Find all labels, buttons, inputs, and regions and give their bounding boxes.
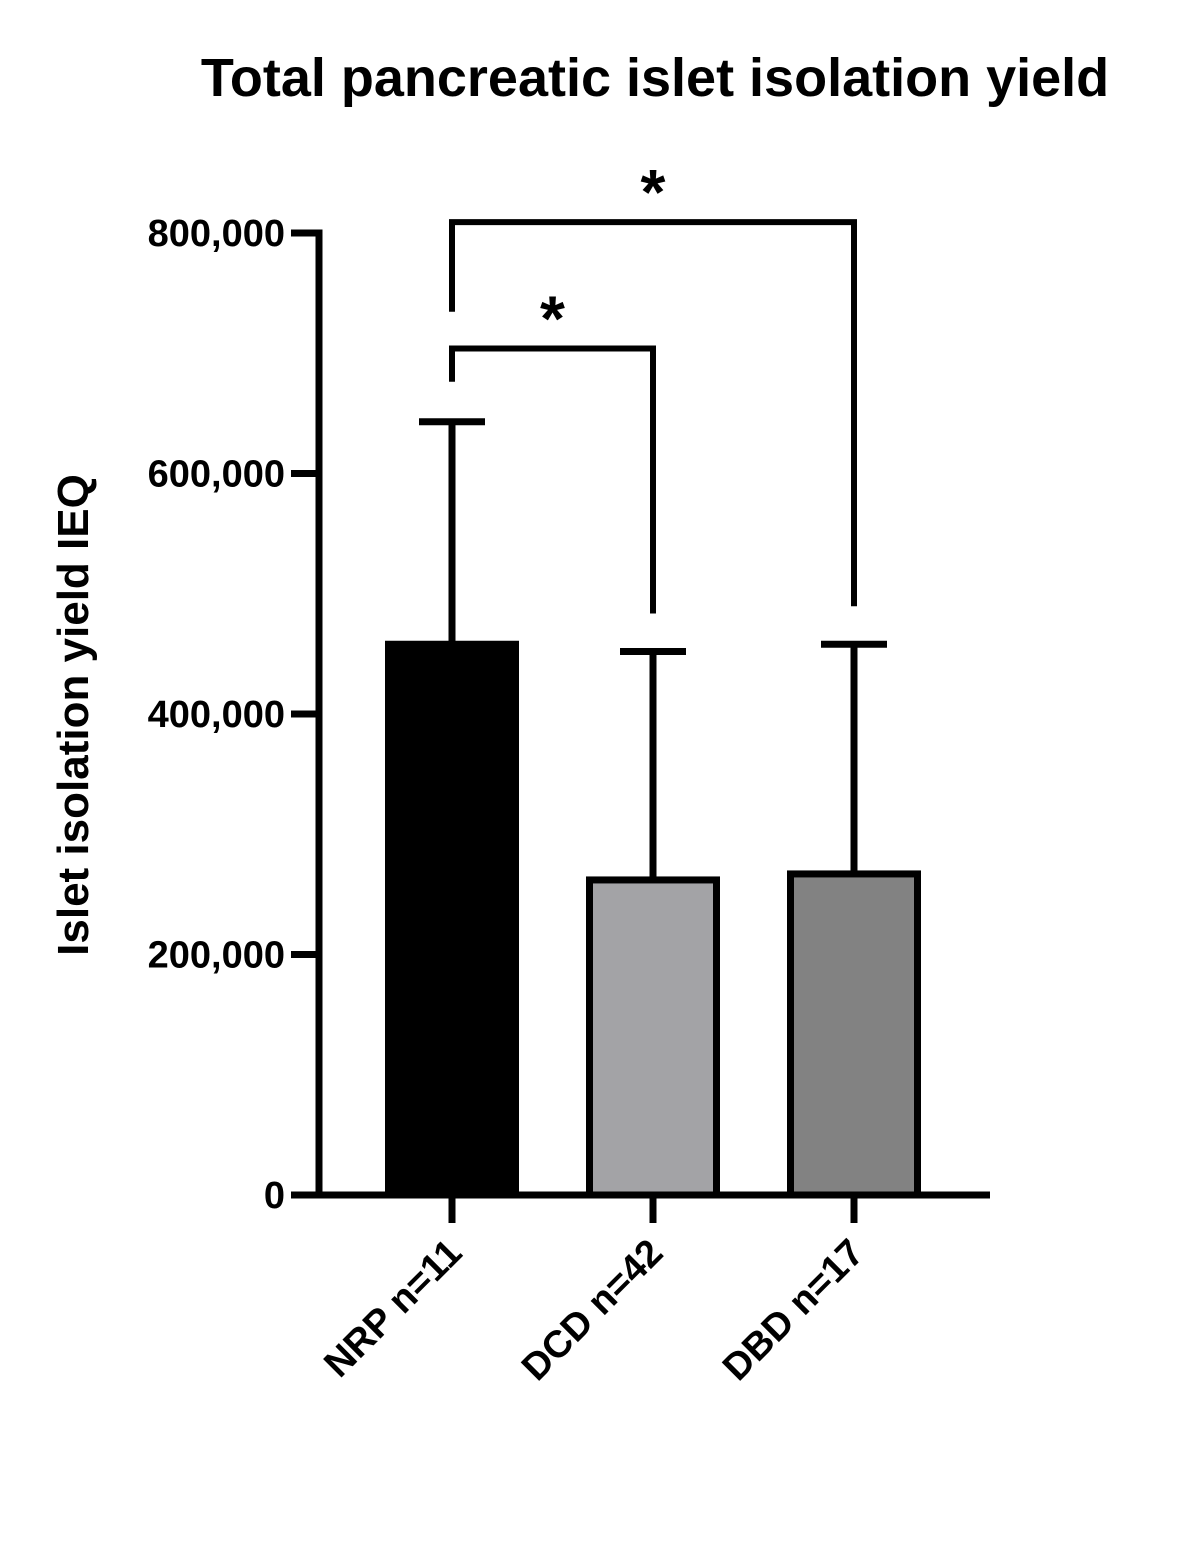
significance-bracket — [449, 345, 656, 614]
bar — [586, 876, 720, 1199]
x-tick-label: DCD n=42 — [514, 1232, 671, 1389]
significance-label: * — [641, 156, 666, 228]
bar — [787, 870, 921, 1199]
y-tick-label: 200,000 — [148, 935, 285, 977]
x-tick-label: DBD n=17 — [715, 1232, 872, 1389]
y-tick-label: 400,000 — [148, 694, 285, 736]
y-tick-label: 800,000 — [148, 213, 285, 255]
y-tick-label: 600,000 — [148, 454, 285, 496]
x-tick-label: NRP n=11 — [316, 1232, 470, 1386]
significance-layer: ** — [449, 156, 857, 614]
error-bars-layer — [419, 418, 887, 880]
x-ticks-layer: NRP n=11 DCD n=42 DBD n=17 — [316, 1195, 872, 1389]
y-ticks-layer: 0 200,000 400,000 600,000 800,000 — [148, 213, 319, 1217]
bar — [385, 640, 519, 1199]
significance-label: * — [540, 282, 565, 354]
chart-title: Total pancreatic islet isolation yield — [201, 48, 1109, 108]
significance-bracket — [449, 219, 857, 607]
y-tick-label: 0 — [264, 1175, 285, 1217]
y-axis-label: Islet isolation yield IEQ — [49, 474, 98, 956]
